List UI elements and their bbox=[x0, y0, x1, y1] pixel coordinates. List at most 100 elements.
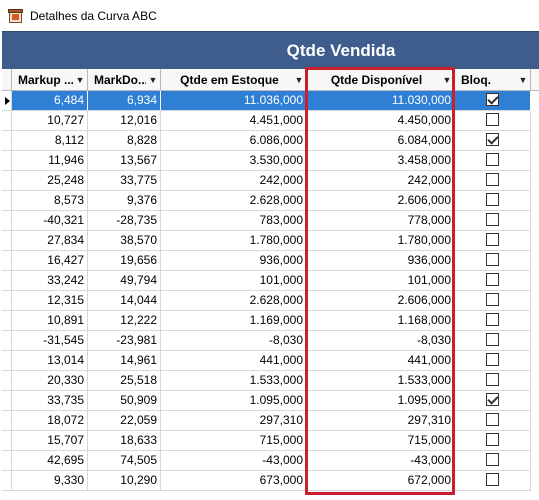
cell-markdown[interactable]: 9,376 bbox=[88, 191, 161, 211]
row-indicator[interactable] bbox=[2, 331, 12, 351]
row-indicator[interactable] bbox=[2, 111, 12, 131]
cell-markdown[interactable]: 74,505 bbox=[88, 451, 161, 471]
dropdown-arrow-icon[interactable]: ▼ bbox=[75, 75, 85, 85]
cell-disponivel[interactable]: -8,030 bbox=[307, 331, 455, 351]
row-indicator[interactable] bbox=[2, 451, 12, 471]
unchecked-checkbox[interactable] bbox=[486, 153, 499, 167]
cell-markup[interactable]: 10,727 bbox=[12, 111, 88, 131]
row-indicator[interactable] bbox=[2, 231, 12, 251]
cell-bloq[interactable] bbox=[455, 151, 531, 171]
cell-estoque[interactable]: 6.086,000 bbox=[161, 131, 307, 151]
cell-markdown[interactable]: 14,961 bbox=[88, 351, 161, 371]
cell-bloq[interactable] bbox=[455, 111, 531, 131]
unchecked-checkbox[interactable] bbox=[486, 353, 499, 367]
cell-estoque[interactable]: 11.036,000 bbox=[161, 91, 307, 111]
cell-disponivel[interactable]: 101,000 bbox=[307, 271, 455, 291]
cell-disponivel[interactable]: 3.458,000 bbox=[307, 151, 455, 171]
cell-markup[interactable]: 8,112 bbox=[12, 131, 88, 151]
unchecked-checkbox[interactable] bbox=[486, 113, 499, 127]
unchecked-checkbox[interactable] bbox=[486, 453, 499, 467]
unchecked-checkbox[interactable] bbox=[486, 273, 499, 287]
cell-disponivel[interactable]: 441,000 bbox=[307, 351, 455, 371]
cell-markup[interactable]: 20,330 bbox=[12, 371, 88, 391]
cell-disponivel[interactable]: 242,000 bbox=[307, 171, 455, 191]
table-row[interactable]: 25,248 33,775 242,000 242,000 bbox=[2, 171, 539, 191]
row-indicator[interactable] bbox=[2, 211, 12, 231]
column-header-bloq[interactable]: Bloq. ▼ bbox=[455, 69, 531, 91]
cell-estoque[interactable]: 1.780,000 bbox=[161, 231, 307, 251]
table-row[interactable]: 33,735 50,909 1.095,000 1.095,000 bbox=[2, 391, 539, 411]
cell-markup[interactable]: 16,427 bbox=[12, 251, 88, 271]
cell-estoque[interactable]: 441,000 bbox=[161, 351, 307, 371]
cell-estoque[interactable]: 242,000 bbox=[161, 171, 307, 191]
cell-markdown[interactable]: 18,633 bbox=[88, 431, 161, 451]
row-indicator[interactable] bbox=[2, 91, 12, 111]
table-row[interactable]: 13,014 14,961 441,000 441,000 bbox=[2, 351, 539, 371]
table-row[interactable]: -31,545 -23,981 -8,030 -8,030 bbox=[2, 331, 539, 351]
table-row[interactable]: 12,315 14,044 2.628,000 2.606,000 bbox=[2, 291, 539, 311]
cell-estoque[interactable]: 783,000 bbox=[161, 211, 307, 231]
row-indicator[interactable] bbox=[2, 171, 12, 191]
table-row[interactable]: 10,727 12,016 4.451,000 4.450,000 bbox=[2, 111, 539, 131]
cell-bloq[interactable] bbox=[455, 391, 531, 411]
cell-estoque[interactable]: 2.628,000 bbox=[161, 291, 307, 311]
table-row[interactable]: 20,330 25,518 1.533,000 1.533,000 bbox=[2, 371, 539, 391]
row-indicator[interactable] bbox=[2, 251, 12, 271]
cell-markup[interactable]: 33,242 bbox=[12, 271, 88, 291]
cell-disponivel[interactable]: 2.606,000 bbox=[307, 191, 455, 211]
cell-estoque[interactable]: 673,000 bbox=[161, 471, 307, 491]
table-row[interactable]: 33,242 49,794 101,000 101,000 bbox=[2, 271, 539, 291]
cell-markup[interactable]: 10,891 bbox=[12, 311, 88, 331]
cell-markdown[interactable]: 38,570 bbox=[88, 231, 161, 251]
dropdown-arrow-icon[interactable]: ▼ bbox=[518, 75, 528, 85]
cell-estoque[interactable]: 4.451,000 bbox=[161, 111, 307, 131]
dropdown-arrow-icon[interactable]: ▼ bbox=[148, 75, 158, 85]
table-row[interactable]: 18,072 22,059 297,310 297,310 bbox=[2, 411, 539, 431]
cell-bloq[interactable] bbox=[455, 311, 531, 331]
cell-markdown[interactable]: 10,290 bbox=[88, 471, 161, 491]
row-indicator[interactable] bbox=[2, 131, 12, 151]
row-indicator[interactable] bbox=[2, 311, 12, 331]
checked-checkbox[interactable] bbox=[486, 93, 499, 107]
cell-bloq[interactable] bbox=[455, 351, 531, 371]
cell-markdown[interactable]: 22,059 bbox=[88, 411, 161, 431]
cell-disponivel[interactable]: 1.780,000 bbox=[307, 231, 455, 251]
row-indicator[interactable] bbox=[2, 471, 12, 491]
cell-estoque[interactable]: 297,310 bbox=[161, 411, 307, 431]
cell-bloq[interactable] bbox=[455, 451, 531, 471]
cell-markdown[interactable]: 49,794 bbox=[88, 271, 161, 291]
cell-disponivel[interactable]: 4.450,000 bbox=[307, 111, 455, 131]
unchecked-checkbox[interactable] bbox=[486, 473, 499, 487]
row-indicator[interactable] bbox=[2, 271, 12, 291]
table-row[interactable]: 8,112 8,828 6.086,000 6.084,000 bbox=[2, 131, 539, 151]
cell-bloq[interactable] bbox=[455, 291, 531, 311]
cell-bloq[interactable] bbox=[455, 371, 531, 391]
cell-bloq[interactable] bbox=[455, 131, 531, 151]
cell-markdown[interactable]: 50,909 bbox=[88, 391, 161, 411]
column-header-estoque[interactable]: Qtde em Estoque ▼ bbox=[161, 69, 307, 91]
cell-markup[interactable]: 42,695 bbox=[12, 451, 88, 471]
cell-markup[interactable]: 18,072 bbox=[12, 411, 88, 431]
cell-markdown[interactable]: 14,044 bbox=[88, 291, 161, 311]
cell-bloq[interactable] bbox=[455, 171, 531, 191]
table-row[interactable]: 10,891 12,222 1.169,000 1.168,000 bbox=[2, 311, 539, 331]
unchecked-checkbox[interactable] bbox=[486, 293, 499, 307]
cell-estoque[interactable]: 2.628,000 bbox=[161, 191, 307, 211]
cell-estoque[interactable]: -43,000 bbox=[161, 451, 307, 471]
row-indicator[interactable] bbox=[2, 351, 12, 371]
unchecked-checkbox[interactable] bbox=[486, 333, 499, 347]
checked-checkbox[interactable] bbox=[486, 393, 499, 407]
dropdown-arrow-icon[interactable]: ▼ bbox=[442, 75, 452, 85]
table-row[interactable]: -40,321 -28,735 783,000 778,000 bbox=[2, 211, 539, 231]
cell-markup[interactable]: 6,484 bbox=[12, 91, 88, 111]
cell-bloq[interactable] bbox=[455, 411, 531, 431]
dropdown-arrow-icon[interactable]: ▼ bbox=[294, 75, 304, 85]
cell-markdown[interactable]: -23,981 bbox=[88, 331, 161, 351]
cell-markup[interactable]: -40,321 bbox=[12, 211, 88, 231]
column-header-markup[interactable]: Markup ... ▼ bbox=[12, 69, 88, 91]
cell-markup[interactable]: 12,315 bbox=[12, 291, 88, 311]
cell-markup[interactable]: 33,735 bbox=[12, 391, 88, 411]
table-row[interactable]: 8,573 9,376 2.628,000 2.606,000 bbox=[2, 191, 539, 211]
cell-disponivel[interactable]: 297,310 bbox=[307, 411, 455, 431]
cell-markdown[interactable]: 33,775 bbox=[88, 171, 161, 191]
